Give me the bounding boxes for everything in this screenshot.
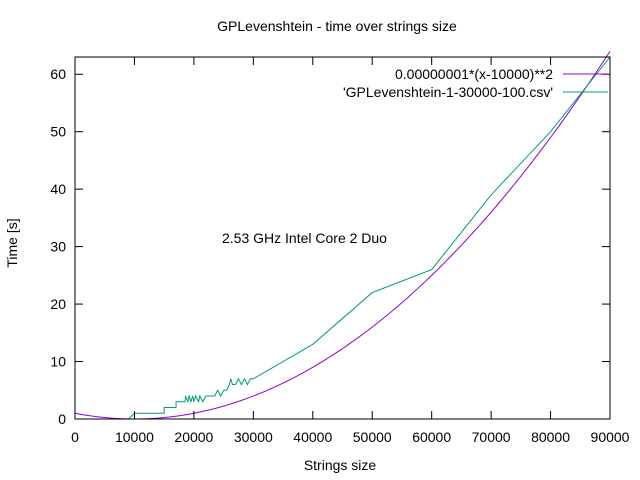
axes-layer: 0 10000 20000 30000 40000 50000 60000 70000 8000… [50,56,630,445]
y-tick-label: 60 [50,66,66,82]
series-line-1 [74,50,611,420]
x-tick-label: 30000 [234,429,273,445]
x-axis-label: Strings size [304,457,377,473]
chart-title: GPLevenshtein - time over strings size [217,18,457,34]
x-tick-label: 70000 [472,429,511,445]
y-tick-label: 40 [50,181,66,197]
y-tick-label: 0 [58,411,66,427]
y-tick-label: 30 [50,239,66,255]
legend-label-1: 0.00000001*(x-10000)**2 [395,66,553,82]
legend: 0.00000001*(x-10000)**2 'GPLevenshtein-1-… [343,66,608,100]
x-tick-label: 50000 [353,429,392,445]
x-tick-label: 20000 [174,429,213,445]
x-tick-label: 10000 [115,429,154,445]
y-axis-label: Time [s] [4,218,20,267]
y-tick-label: 10 [50,354,66,370]
chart-annotation: 2.53 GHz Intel Core 2 Duo [222,230,387,246]
plot-frame [74,56,611,420]
x-tick-label: 80000 [531,429,570,445]
legend-label-2: 'GPLevenshtein-1-30000-100.csv' [343,84,553,100]
x-tick-label: 0 [71,429,79,445]
y-tick-label: 50 [50,124,66,140]
series-layer [74,50,611,420]
series-line-2 [80,56,611,420]
y-tick-label: 20 [50,296,66,312]
x-tick-label: 40000 [293,429,332,445]
x-tick-label: 90000 [591,429,630,445]
x-tick-label: 60000 [412,429,451,445]
